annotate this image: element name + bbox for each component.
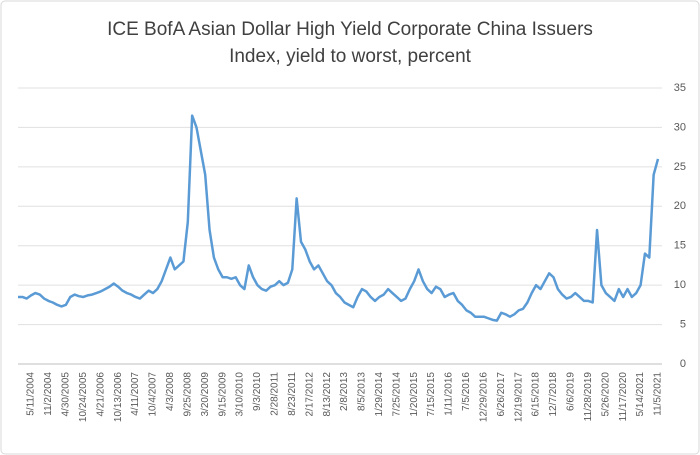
x-tick-label: 10/13/2006 <box>113 372 124 422</box>
x-tick-label: 1/29/2014 <box>374 372 385 417</box>
x-tick-label: 8/13/2012 <box>322 372 333 417</box>
x-tick-label: 6/6/2019 <box>566 372 577 411</box>
y-tick-label: 15 <box>674 240 686 252</box>
x-tick-label: 5/11/2004 <box>26 372 37 416</box>
x-tick-label: 7/5/2016 <box>461 372 472 411</box>
x-tick-label: 11/2/2004 <box>43 372 54 416</box>
x-tick-label: 2/8/2013 <box>339 372 350 411</box>
x-tick-label: 10/24/2005 <box>78 372 89 422</box>
x-tick-label: 4/3/2008 <box>165 372 176 411</box>
y-tick-label: 25 <box>674 161 686 173</box>
y-tick-label: 5 <box>680 318 686 330</box>
chart-title: ICE BofA Asian Dollar High Yield Corpora… <box>107 19 593 40</box>
x-tick-label: 12/7/2018 <box>548 372 559 417</box>
x-tick-label: 11/5/2021 <box>653 372 664 416</box>
x-tick-label: 8/23/2011 <box>287 372 298 416</box>
x-tick-label: 3/20/2009 <box>200 372 211 417</box>
chart-title: Index, yield to worst, percent <box>229 46 472 67</box>
x-tick-label: 9/3/2010 <box>252 372 263 411</box>
x-tick-label: 2/17/2012 <box>304 372 315 417</box>
x-tick-label: 1/11/2016 <box>444 372 455 416</box>
x-tick-label: 7/15/2015 <box>426 372 437 417</box>
x-tick-label: 12/29/2016 <box>478 372 489 422</box>
x-tick-label: 7/25/2014 <box>391 372 402 417</box>
x-tick-label: 5/26/2020 <box>600 372 611 417</box>
y-tick-label: 0 <box>680 358 686 370</box>
x-tick-label: 12/19/2017 <box>513 372 524 422</box>
x-tick-label: 8/5/2013 <box>357 372 368 411</box>
y-tick-label: 10 <box>674 279 686 291</box>
x-tick-label: 11/28/2019 <box>583 372 594 422</box>
x-tick-label: 9/15/2009 <box>217 372 228 417</box>
x-tick-label: 6/26/2017 <box>496 372 507 417</box>
x-tick-label: 2/28/2011 <box>270 372 281 416</box>
data-line <box>18 114 660 322</box>
x-tick-label: 11/17/2020 <box>618 372 629 422</box>
x-tick-label: 10/4/2007 <box>148 372 159 417</box>
x-tick-label: 4/30/2005 <box>61 372 72 417</box>
x-tick-label: 3/10/2010 <box>235 372 246 417</box>
x-tick-label: 4/21/2006 <box>95 372 106 417</box>
y-tick-label: 35 <box>674 82 686 94</box>
y-tick-label: 20 <box>674 200 686 212</box>
x-tick-label: 4/11/2007 <box>130 372 141 416</box>
x-tick-label: 1/20/2015 <box>409 372 420 417</box>
x-tick-label: 6/15/2018 <box>531 372 542 417</box>
x-tick-label: 9/25/2008 <box>182 372 193 417</box>
x-tick-label: 5/14/2021 <box>635 372 646 417</box>
y-tick-label: 30 <box>674 121 686 133</box>
